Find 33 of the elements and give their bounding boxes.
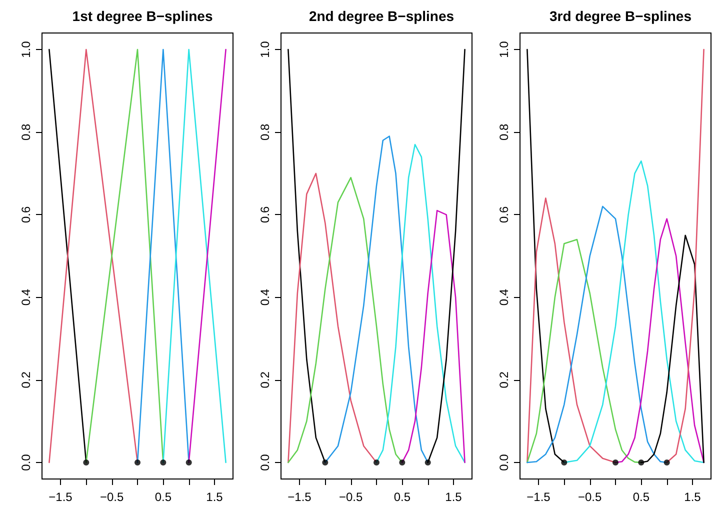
chart-title: 2nd degree B−splines <box>308 8 454 24</box>
x-tick-label: −1.5 <box>288 490 312 504</box>
y-tick-label: 0.4 <box>258 288 272 306</box>
y-tick-label: 1.0 <box>19 40 33 58</box>
x-tick-label: 0.5 <box>154 490 172 504</box>
x-tick-label: 0.5 <box>632 490 650 504</box>
y-tick-label: 0.6 <box>19 206 33 224</box>
y-tick-label: 1.0 <box>497 40 511 58</box>
x-tick-label: −1.5 <box>48 490 73 504</box>
y-tick-label: 0.4 <box>497 288 511 306</box>
x-tick-label: 1.5 <box>684 490 702 504</box>
y-tick-label: 0.8 <box>19 123 33 140</box>
chart-title: 1st degree B−splines <box>72 8 213 24</box>
x-tick-label: 1.5 <box>445 490 462 504</box>
x-tick-label: 0.5 <box>394 490 411 504</box>
x-tick-label: −0.5 <box>578 490 602 504</box>
y-tick-label: 0.6 <box>258 206 272 224</box>
y-tick-label: 0.4 <box>19 288 33 306</box>
x-tick-label: −0.5 <box>338 490 363 504</box>
y-tick-label: 1.0 <box>258 40 272 58</box>
y-tick-label: 0.2 <box>258 371 272 388</box>
y-tick-label: 0.8 <box>497 123 511 140</box>
y-tick-label: 0.6 <box>497 206 511 224</box>
y-tick-label: 0.0 <box>497 454 511 471</box>
y-tick-label: 0.2 <box>19 371 33 388</box>
x-tick-label: −0.5 <box>100 490 124 504</box>
y-tick-label: 0.2 <box>497 371 511 388</box>
x-tick-label: −1.5 <box>526 490 551 504</box>
chart-title: 3rd degree B−splines <box>549 8 692 24</box>
x-tick-label: 1.5 <box>206 490 224 504</box>
y-tick-label: 0.0 <box>19 454 33 471</box>
y-tick-label: 0.0 <box>258 454 272 471</box>
y-tick-label: 0.8 <box>258 123 272 140</box>
